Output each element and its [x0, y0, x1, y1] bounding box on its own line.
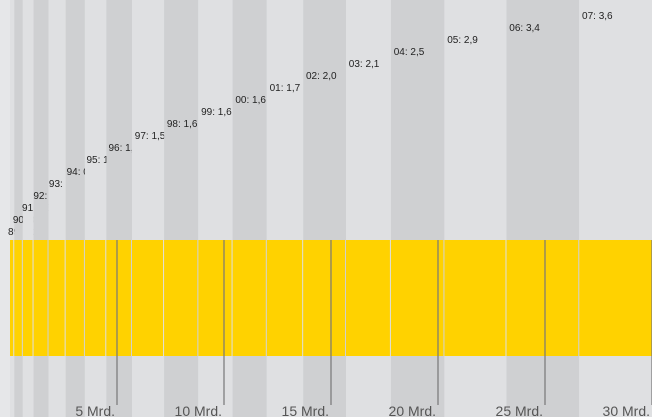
x-tick-label: 30 Mrd. — [603, 403, 650, 417]
year-bar — [232, 240, 266, 356]
value-label: 07: 3,6 — [582, 11, 613, 22]
value-label: 02: 2,0 — [306, 71, 337, 82]
year-bar — [345, 240, 390, 356]
year-bar — [444, 240, 506, 356]
value-label: 97: 1,5 — [135, 131, 166, 142]
value-label: 98: 1,6 — [167, 119, 198, 130]
value-label: 93: 0,8 — [49, 179, 80, 190]
year-bar — [48, 240, 65, 356]
year-bar — [10, 240, 14, 356]
x-tick-label: 5 Mrd. — [75, 403, 115, 417]
year-bar — [65, 240, 84, 356]
value-label: 03: 2,1 — [349, 59, 380, 70]
x-tick-label: 20 Mrd. — [389, 403, 436, 417]
year-bar — [22, 240, 33, 356]
year-bar — [579, 240, 652, 356]
x-tick-label: 25 Mrd. — [496, 403, 543, 417]
value-label: 94: 0,9 — [67, 167, 98, 178]
year-bar — [390, 240, 444, 356]
value-label: 00: 1,6 — [235, 95, 266, 106]
value-label: 01: 1,7 — [270, 83, 301, 94]
value-label: 04: 2,5 — [394, 47, 425, 58]
value-label: 99: 1,6 — [201, 107, 232, 118]
year-bar — [198, 240, 232, 356]
value-label: 96: 1,2 — [109, 143, 140, 154]
year-band — [10, 0, 15, 417]
year-bar — [266, 240, 303, 356]
value-label: 95: 1,0 — [87, 155, 118, 166]
year-bar — [131, 240, 164, 356]
value-label: 05: 2,9 — [447, 35, 478, 46]
year-bar — [164, 240, 198, 356]
value-label: 06: 3,4 — [509, 23, 540, 34]
year-bar — [106, 240, 131, 356]
year-band — [14, 0, 23, 417]
x-tick-label: 15 Mrd. — [282, 403, 329, 417]
year-bar — [84, 240, 106, 356]
year-bar — [14, 240, 22, 356]
year-band — [22, 0, 34, 417]
year-bar — [303, 240, 345, 356]
year-bar — [506, 240, 579, 356]
year-bar — [33, 240, 48, 356]
x-tick-label: 10 Mrd. — [175, 403, 222, 417]
